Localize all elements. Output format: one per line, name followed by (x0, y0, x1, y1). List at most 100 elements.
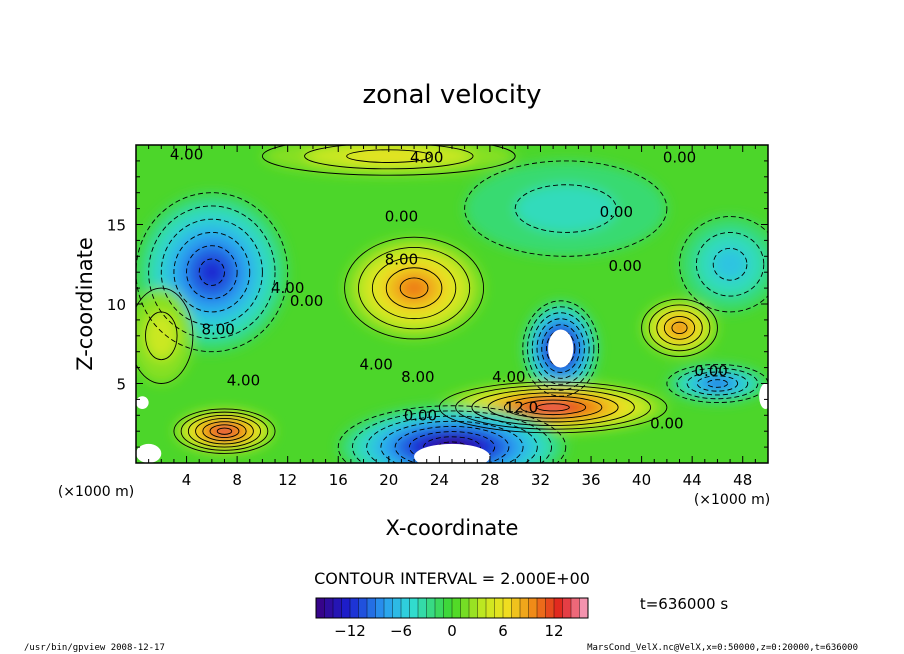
colorbar-swatch (401, 598, 410, 618)
contour-line (209, 424, 240, 439)
colorbar-swatch (554, 598, 563, 618)
contour-label: 4.00 (492, 368, 525, 386)
field-patch (400, 277, 428, 299)
contour-label: 0.00 (385, 208, 418, 226)
z-axis-ticks: 5 10 15 (107, 160, 768, 448)
colorbar-tick-label: 0 (447, 622, 457, 640)
contour-label: 0.00 (608, 257, 641, 275)
x-tick-label: 8 (232, 471, 242, 489)
chart-title: zonal velocity (362, 80, 541, 110)
contour-line (216, 427, 233, 435)
colorbar-swatch (409, 598, 419, 618)
contour-line (531, 312, 590, 385)
colorbar-swatch (503, 598, 512, 618)
field-patch (199, 258, 225, 286)
colorbar-swatch (392, 598, 402, 618)
contour-line (145, 311, 178, 361)
contour-line (399, 277, 429, 299)
contour-label: 0.00 (290, 292, 323, 310)
contour-label: 4.00 (170, 146, 203, 164)
contour-line (358, 246, 471, 330)
contour-line (344, 236, 485, 340)
colorbar-swatch (418, 598, 427, 618)
contour-line (520, 399, 587, 416)
contour-line (503, 395, 603, 419)
colorbar-ticks: −12 −6 0 6 12 (334, 622, 563, 640)
plot-area (136, 145, 768, 463)
contour-line (180, 411, 269, 451)
colorbar-swatch (494, 598, 504, 618)
field-patch (707, 379, 728, 388)
contour-line (541, 324, 581, 373)
contour-label-layer: 4.00 4.00 0.008.004.000.008.004.004.008.00… (170, 146, 728, 433)
contour-label: 8.00 (385, 250, 418, 268)
contour-line (527, 306, 595, 391)
colorbar-swatch (452, 598, 461, 618)
contour-line (148, 205, 276, 339)
colorbar-swatch (350, 598, 359, 618)
colorbar-swatch (384, 598, 393, 618)
contour-label: 4.00 (227, 371, 260, 389)
colorbar-swatch (341, 598, 351, 618)
contour-line (136, 287, 194, 384)
colorbar-tick-label: 6 (498, 622, 508, 640)
contour-label: 0.00 (650, 414, 683, 432)
colorbar-frame (315, 597, 589, 619)
contour-line (394, 425, 510, 463)
contour-line (487, 392, 619, 423)
x-tick-label: 40 (632, 471, 651, 489)
contour-label: 8.00 (201, 320, 234, 338)
contour-lines (136, 145, 768, 463)
colorbar-swatch (443, 598, 453, 618)
colorbar-swatch (333, 598, 342, 618)
contour-label: 12.0 (505, 398, 538, 416)
contour-line (371, 257, 457, 320)
x-tick-label: 48 (733, 471, 752, 489)
contour-line (676, 367, 759, 400)
colorbar-swatch (579, 598, 589, 618)
colorbar-swatch (562, 598, 572, 618)
x-tick-label: 24 (430, 471, 449, 489)
x-tick-label: 16 (329, 471, 348, 489)
off-scale-core (136, 443, 162, 463)
contour-line (195, 418, 254, 445)
contour-line (686, 371, 749, 396)
field-patch (217, 428, 232, 435)
x-tick-label: 4 (182, 471, 192, 489)
contour-line (187, 414, 262, 448)
x-tick-label: 20 (379, 471, 398, 489)
contour-line (337, 405, 567, 463)
contour-line (464, 160, 668, 257)
contour-line (695, 231, 765, 297)
colorbar-swatch (375, 598, 385, 618)
field-patch (515, 184, 617, 233)
contour-line (186, 245, 238, 300)
time-text: t=636000 s (640, 595, 728, 613)
colorbar-swatch (545, 598, 555, 618)
x-tick-label: 44 (683, 471, 702, 489)
off-scale-core (759, 383, 768, 409)
colorbar-tick-label: −6 (390, 622, 412, 640)
x-tick-label: 32 (531, 471, 550, 489)
colorbar-swatch (367, 598, 376, 618)
contour-interval-text: CONTOUR INTERVAL = 2.000E+00 (314, 569, 590, 588)
colorbar-swatch (469, 598, 478, 618)
contour-label: 0.00 (663, 149, 696, 167)
colorbar-swatch (358, 598, 368, 618)
contour-line (671, 321, 688, 335)
z-axis-label: Z-coordinate (73, 237, 97, 371)
z-axis-unit: (×1000 m) (58, 484, 134, 500)
x-axis-ticks: 4 8 12 16 20 24 28 32 36 40 44 48 (148, 145, 769, 489)
contour-line (366, 415, 538, 463)
z-tick-label: 10 (107, 296, 126, 314)
colorbar-swatch (511, 598, 521, 618)
colorbar (315, 598, 589, 618)
contour-label: 4.00 (359, 355, 392, 373)
contour-line (648, 304, 711, 352)
contour-line (198, 258, 225, 286)
contour-line (706, 379, 729, 388)
off-scale-core (548, 329, 574, 368)
contour-line (712, 247, 748, 281)
contour-line (304, 145, 474, 170)
